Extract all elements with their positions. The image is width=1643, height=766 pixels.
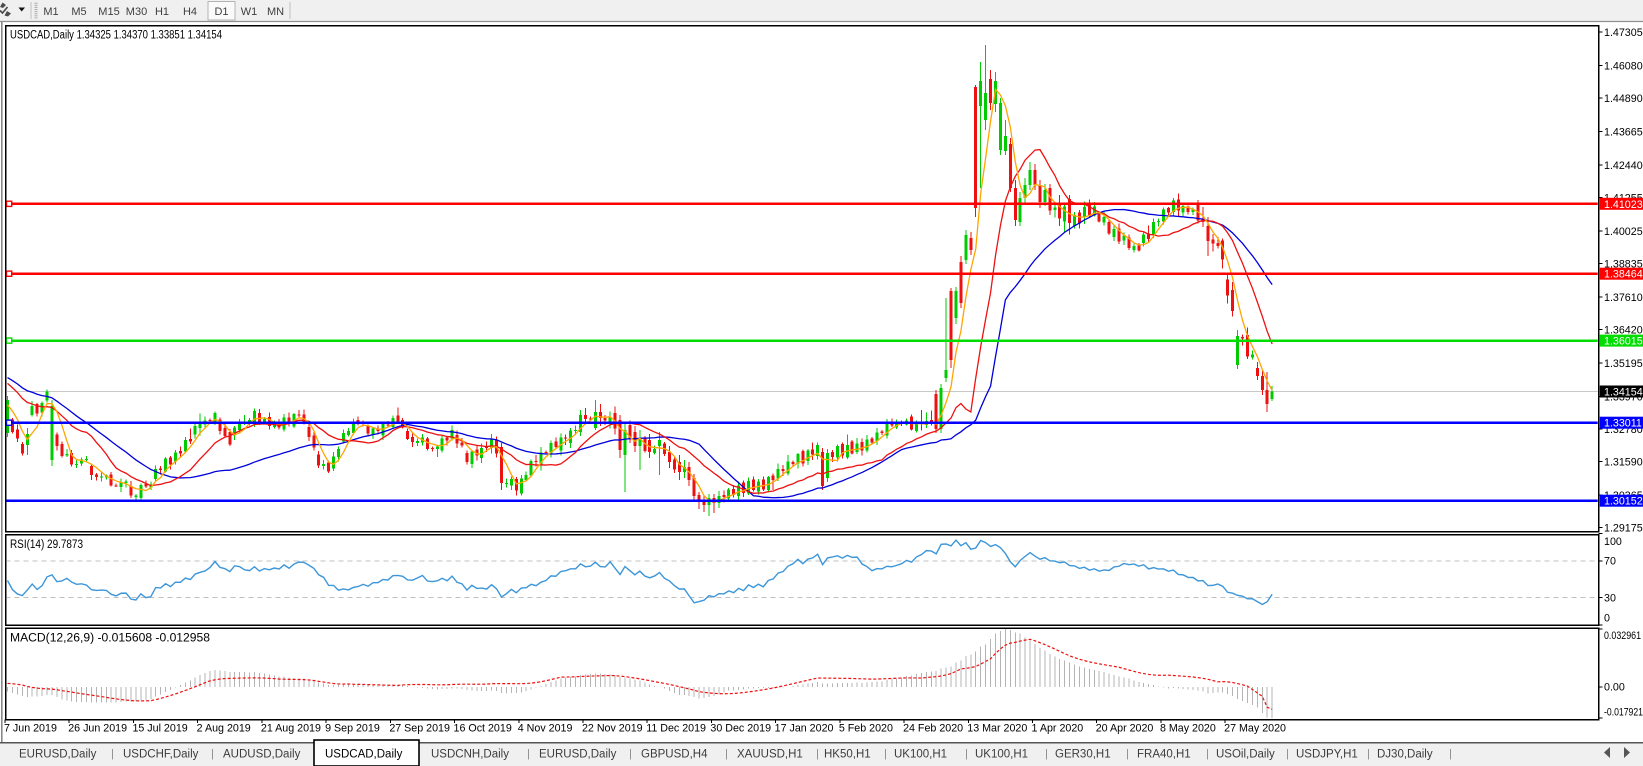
svg-text:|: | <box>1045 748 1048 760</box>
svg-text:1.36420: 1.36420 <box>1604 325 1643 337</box>
svg-text:1.38464: 1.38464 <box>1604 269 1643 281</box>
svg-text:|: | <box>1449 748 1452 760</box>
svg-text:MACD(12,26,9) -0.015608 -0.012: MACD(12,26,9) -0.015608 -0.012958 <box>10 633 210 645</box>
svg-text:DJ30,Daily: DJ30,Daily <box>1377 749 1433 761</box>
svg-text:|: | <box>1367 748 1370 760</box>
svg-text:|: | <box>965 748 968 760</box>
svg-text:1.35195: 1.35195 <box>1604 358 1643 370</box>
svg-text:|: | <box>816 748 819 760</box>
svg-text:HK50,H1: HK50,H1 <box>824 749 871 761</box>
svg-text:5 Feb 2020: 5 Feb 2020 <box>839 723 893 735</box>
svg-text:EURUSD,Daily: EURUSD,Daily <box>539 749 617 761</box>
svg-text:UK100,H1: UK100,H1 <box>975 749 1028 761</box>
svg-text:|: | <box>1286 748 1289 760</box>
svg-text:H1: H1 <box>155 6 169 18</box>
svg-text:EURUSD,Daily: EURUSD,Daily <box>19 749 97 761</box>
svg-text:1 Apr 2020: 1 Apr 2020 <box>1032 723 1084 735</box>
svg-text:GBPUSD,H4: GBPUSD,H4 <box>641 749 708 761</box>
svg-text:XAUUSD,H1: XAUUSD,H1 <box>737 749 803 761</box>
svg-text:|: | <box>884 748 887 760</box>
svg-text:0.00: 0.00 <box>1604 682 1625 694</box>
svg-text:H4: H4 <box>183 6 197 18</box>
svg-text:4 Nov 2019: 4 Nov 2019 <box>518 723 573 735</box>
svg-text:|: | <box>1126 748 1129 760</box>
svg-text:17 Jan 2020: 17 Jan 2020 <box>775 723 834 735</box>
svg-text:USDCHF,Daily: USDCHF,Daily <box>123 749 199 761</box>
svg-text:1.44890: 1.44890 <box>1604 93 1643 105</box>
svg-text:FRA40,H1: FRA40,H1 <box>1137 749 1191 761</box>
svg-text:W1: W1 <box>241 6 258 18</box>
svg-text:|: | <box>629 748 632 760</box>
svg-text:1.41023: 1.41023 <box>1604 199 1643 211</box>
svg-text:M30: M30 <box>126 6 147 18</box>
svg-text:24 Feb 2020: 24 Feb 2020 <box>903 723 963 735</box>
svg-text:1.29175: 1.29175 <box>1604 523 1643 535</box>
svg-text:11 Dec 2019: 11 Dec 2019 <box>646 723 706 735</box>
svg-text:16 Oct 2019: 16 Oct 2019 <box>454 723 512 735</box>
svg-text:D1: D1 <box>214 6 228 18</box>
svg-text:1.43665: 1.43665 <box>1604 127 1643 139</box>
svg-text:1.31590: 1.31590 <box>1604 457 1643 469</box>
svg-text:1.40025: 1.40025 <box>1604 226 1643 238</box>
svg-text:AUDUSD,Daily: AUDUSD,Daily <box>223 749 301 761</box>
svg-text:30 Dec 2019: 30 Dec 2019 <box>710 723 771 735</box>
svg-text:-0.017921: -0.017921 <box>1604 707 1643 719</box>
svg-text:RSI(14) 29.7873: RSI(14) 29.7873 <box>10 539 83 551</box>
svg-text:26 Jun 2019: 26 Jun 2019 <box>68 723 127 735</box>
svg-text:21 Aug 2019: 21 Aug 2019 <box>261 723 321 735</box>
svg-text:M5: M5 <box>71 6 86 18</box>
svg-text:15 Jul 2019: 15 Jul 2019 <box>132 723 187 735</box>
svg-text:27 May 2020: 27 May 2020 <box>1224 723 1286 735</box>
svg-text:1.38835: 1.38835 <box>1604 259 1643 271</box>
svg-text:1.34154: 1.34154 <box>1604 387 1643 399</box>
svg-text:9 Sep 2019: 9 Sep 2019 <box>325 723 380 735</box>
svg-text:|: | <box>111 748 114 760</box>
svg-text:USDJPY,H1: USDJPY,H1 <box>1296 749 1358 761</box>
svg-text:1.47305: 1.47305 <box>1604 27 1643 39</box>
svg-text:0: 0 <box>1604 613 1610 625</box>
svg-text:|: | <box>1206 748 1209 760</box>
svg-text:USDCAD,Daily: USDCAD,Daily <box>325 749 403 761</box>
svg-text:2 Aug 2019: 2 Aug 2019 <box>197 723 251 735</box>
svg-text:1.42440: 1.42440 <box>1604 160 1643 172</box>
svg-text:30: 30 <box>1604 593 1616 605</box>
svg-text:100: 100 <box>1604 536 1622 548</box>
svg-text:0.032961: 0.032961 <box>1604 630 1641 642</box>
svg-text:|: | <box>725 748 728 760</box>
svg-text:1.36015: 1.36015 <box>1604 336 1643 348</box>
svg-text:|: | <box>211 748 214 760</box>
svg-text:USOil,Daily: USOil,Daily <box>1216 749 1275 761</box>
svg-text:1.30152: 1.30152 <box>1604 496 1643 508</box>
svg-text:1.37610: 1.37610 <box>1604 292 1643 304</box>
svg-text:1.33011: 1.33011 <box>1604 418 1642 430</box>
svg-text:22 Nov 2019: 22 Nov 2019 <box>582 723 643 735</box>
svg-text:MN: MN <box>267 6 284 18</box>
svg-text:8 May 2020: 8 May 2020 <box>1160 723 1216 735</box>
svg-text:13 Mar 2020: 13 Mar 2020 <box>967 723 1027 735</box>
svg-text:M15: M15 <box>98 6 119 18</box>
svg-text:1.46080: 1.46080 <box>1604 61 1643 73</box>
svg-text:7 Jun 2019: 7 Jun 2019 <box>4 723 57 735</box>
svg-text:27 Sep 2019: 27 Sep 2019 <box>389 723 450 735</box>
svg-text:UK100,H1: UK100,H1 <box>894 749 947 761</box>
svg-text:70: 70 <box>1604 556 1616 568</box>
svg-text:USDCAD,Daily 1.34325 1.34370: USDCAD,Daily 1.34325 1.34370 1.33851 1.3… <box>10 30 222 42</box>
svg-text:20 Apr 2020: 20 Apr 2020 <box>1096 723 1154 735</box>
svg-text:|: | <box>527 748 530 760</box>
svg-text:M1: M1 <box>43 6 58 18</box>
svg-text:USDCNH,Daily: USDCNH,Daily <box>431 749 509 761</box>
svg-text:GER30,H1: GER30,H1 <box>1055 749 1111 761</box>
